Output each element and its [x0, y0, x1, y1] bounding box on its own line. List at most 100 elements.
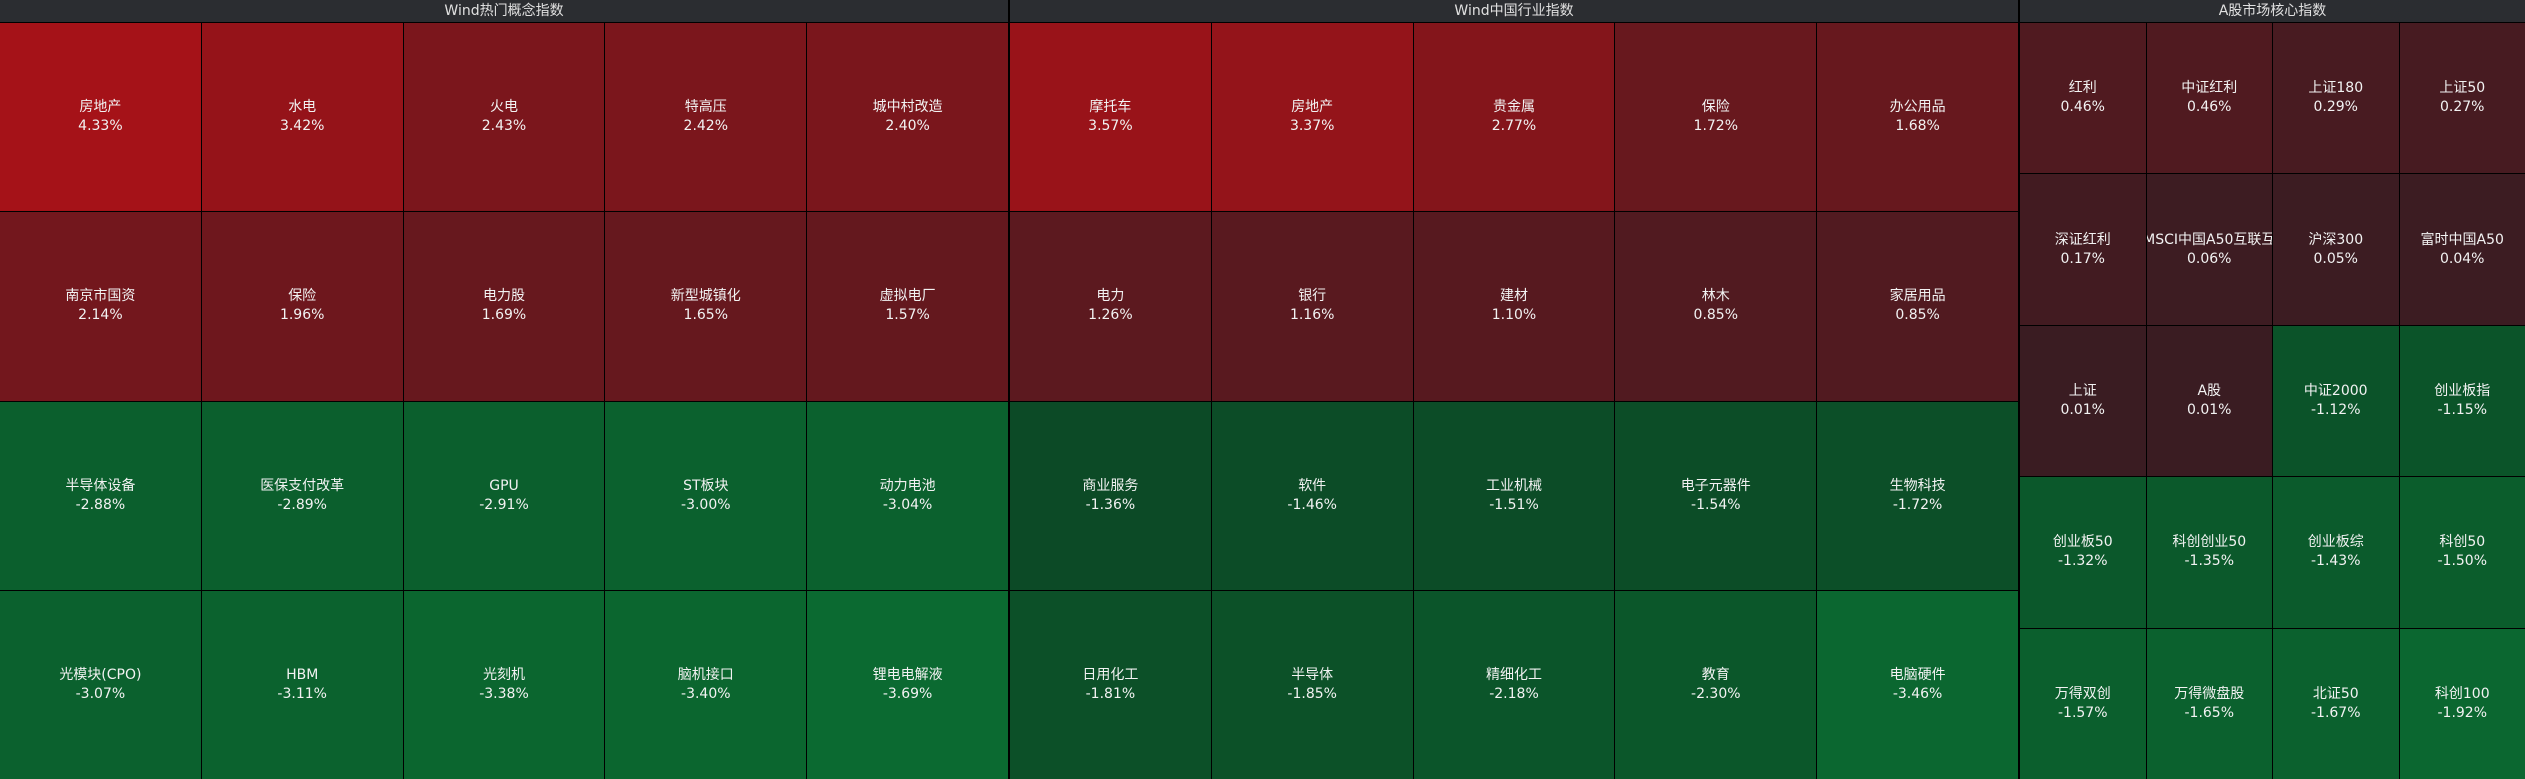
cell-name: A股 [2197, 382, 2222, 399]
cell-name: 上证180 [2308, 80, 2364, 97]
heat-cell: 上证 0.01% [2020, 325, 2146, 477]
cell-change: 2.42% [683, 118, 729, 135]
cell-change: 1.68% [1895, 118, 1940, 135]
heat-cell: 创业板指 -1.15% [2399, 325, 2525, 477]
heat-cell: 电子元器件 -1.54% [1615, 401, 1817, 590]
cell-name: 新型城镇化 [670, 288, 741, 305]
heat-cell: 上证180 0.29% [2273, 23, 2399, 174]
heat-cell: 火电 2.43% [403, 23, 605, 212]
cell-name: 教育 [1701, 666, 1730, 683]
cell-change: 1.72% [1693, 118, 1739, 135]
cell-name: 科创100 [2434, 685, 2490, 702]
heat-cell: 房地产 3.37% [1211, 23, 1413, 212]
cell-grid: 摩托车 3.57% 房地产 3.37% 贵金属 2.77% 保险 1.72% 办公用品 1.68%… [1010, 23, 2018, 779]
heat-cell: 北证50 -1.67% [2273, 628, 2399, 779]
cell-name: 万得微盘股 [2174, 685, 2245, 702]
heat-cell: 光模块(CPO) -3.07% [0, 590, 201, 779]
cell-name: 红利 [2068, 80, 2097, 97]
cell-change: -1.36% [1085, 496, 1136, 513]
cell-name: 林木 [1701, 288, 1730, 305]
heat-cell: 电脑硬件 -3.46% [1817, 590, 2018, 779]
heat-cell: 房地产 4.33% [0, 23, 201, 212]
heat-cell: 虚拟电厂 1.57% [807, 212, 1008, 401]
cell-name: 北证50 [2312, 685, 2359, 702]
cell-name: 半导体设备 [65, 477, 136, 494]
cell-change: -1.67% [2310, 704, 2361, 721]
cell-name: 生物科技 [1889, 477, 1946, 494]
cell-name: 科创50 [2439, 534, 2486, 551]
heat-cell: 南京市国资 2.14% [0, 212, 201, 401]
cell-change: -3.40% [681, 685, 731, 702]
cell-change: -3.07% [75, 685, 126, 702]
heat-cell: 动力电池 -3.04% [807, 401, 1008, 590]
heat-cell: 特高压 2.42% [605, 23, 807, 212]
heat-cell: 中证红利 0.46% [2146, 23, 2272, 174]
cell-change: -1.65% [2184, 704, 2235, 721]
heat-cell: MSCI中国A50互联互 0.06% [2146, 174, 2273, 325]
cell-name: 商业服务 [1082, 477, 1139, 494]
heat-cell: 创业板综 -1.43% [2273, 477, 2399, 628]
cell-grid: 红利 0.46% 中证红利 0.46% 上证180 0.29% 上证50 0.27% 深证红利 0… [2020, 23, 2525, 779]
cell-change: 0.06% [2187, 250, 2232, 267]
heat-cell: 保险 1.96% [201, 212, 403, 401]
cell-name: 日用化工 [1082, 666, 1139, 683]
cell-change: 1.69% [481, 307, 527, 324]
cell-name: 医保支付改革 [260, 477, 345, 494]
heat-cell: 科创100 -1.92% [2399, 628, 2525, 779]
cell-name: ST板块 [683, 477, 729, 494]
heat-cell: 摩托车 3.57% [1010, 23, 1211, 212]
cell-name: 创业板指 [2434, 382, 2491, 399]
cell-change: -3.00% [681, 496, 731, 513]
heat-cell: 脑机接口 -3.40% [605, 590, 807, 779]
heat-cell: 水电 3.42% [201, 23, 403, 212]
cell-change: -1.81% [1085, 685, 1136, 702]
heat-cell: 工业机械 -1.51% [1413, 401, 1615, 590]
cell-change: 1.65% [683, 307, 729, 324]
heat-cell: 万得微盘股 -1.65% [2146, 628, 2272, 779]
panel-title: Wind中国行业指数 [1010, 0, 2018, 23]
cell-name: 脑机接口 [677, 666, 734, 683]
heat-cell: 锂电电解液 -3.69% [807, 590, 1008, 779]
cell-change: 1.16% [1289, 307, 1335, 324]
cell-name: HBM [286, 666, 319, 683]
heat-cell: 半导体设备 -2.88% [0, 401, 201, 590]
cell-change: -3.46% [1892, 685, 1943, 702]
cell-change: 3.57% [1088, 118, 1133, 135]
cell-change: 0.05% [2313, 250, 2358, 267]
cell-name: 水电 [288, 99, 317, 116]
cell-name: 富时中国A50 [2420, 231, 2504, 248]
heat-cell: 新型城镇化 1.65% [605, 212, 807, 401]
cell-change: -1.43% [2310, 553, 2361, 570]
cell-change: 0.17% [2060, 250, 2105, 267]
heat-cell: 科创创业50 -1.35% [2146, 477, 2272, 628]
cell-name: MSCI中国A50互联互 [2146, 231, 2273, 248]
cell-name: 电力 [1096, 288, 1125, 305]
cell-name: 中证2000 [2303, 382, 2368, 399]
cell-change: 2.14% [78, 307, 123, 324]
cell-change: -3.38% [479, 685, 529, 702]
cell-name: 电力股 [482, 288, 525, 305]
cell-change: -1.15% [2437, 401, 2488, 418]
cell-change: 2.40% [885, 118, 930, 135]
cell-change: -2.91% [479, 496, 529, 513]
panel: Wind中国行业指数 摩托车 3.57% 房地产 3.37% 贵金属 2.77% 保险 1.72… [1010, 0, 2020, 779]
heat-cell: 电力 1.26% [1010, 212, 1211, 401]
heat-cell: 红利 0.46% [2020, 23, 2146, 174]
heat-cell: 保险 1.72% [1615, 23, 1817, 212]
cell-name: 房地产 [79, 99, 122, 116]
cell-name: 万得双创 [2054, 685, 2111, 702]
cell-name: 家居用品 [1889, 288, 1946, 305]
cell-change: 1.26% [1088, 307, 1133, 324]
cell-name: GPU [489, 477, 519, 494]
cell-change: 0.85% [1693, 307, 1739, 324]
cell-change: 0.01% [2060, 401, 2105, 418]
heat-cell: 生物科技 -1.72% [1817, 401, 2018, 590]
cell-name: 软件 [1298, 477, 1327, 494]
cell-change: -1.54% [1691, 496, 1741, 513]
cell-name: 深证红利 [2054, 231, 2111, 248]
panel-title: A股市场核心指数 [2020, 0, 2525, 23]
cell-change: -3.69% [882, 685, 933, 702]
heat-cell: 日用化工 -1.81% [1010, 590, 1211, 779]
heat-cell: 中证2000 -1.12% [2273, 325, 2399, 477]
cell-name: 办公用品 [1889, 99, 1946, 116]
